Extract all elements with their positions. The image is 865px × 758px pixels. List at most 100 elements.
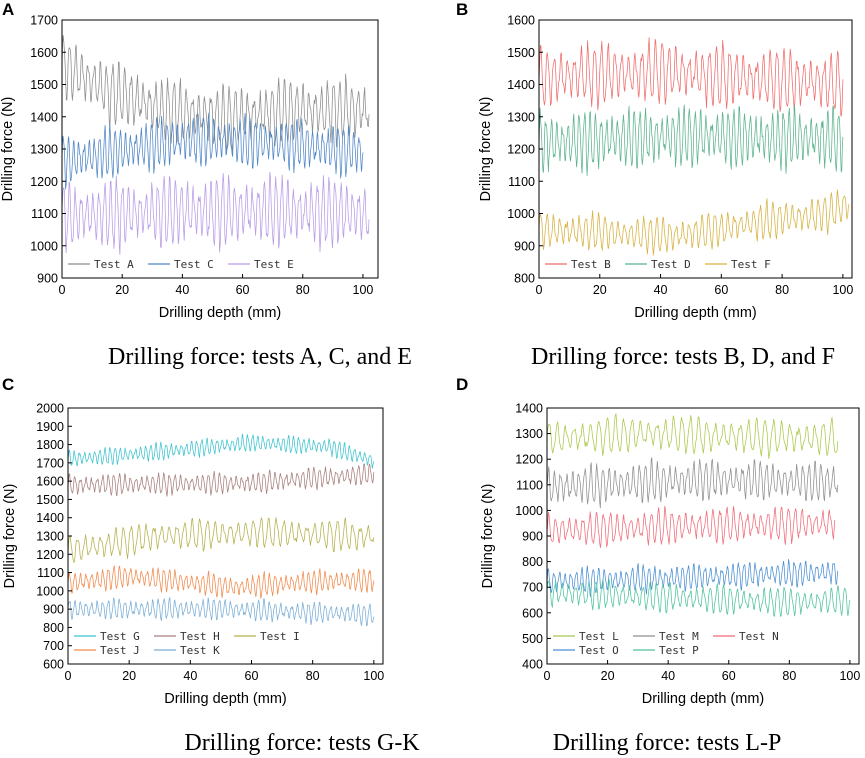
legend: Test G Test H Test I Test J Test K (74, 630, 300, 657)
y-tick-label: 1400 (515, 402, 543, 416)
legend: Test A Test C Test E (68, 258, 294, 271)
series-line-test-k (68, 597, 375, 627)
y-tick-label: 900 (43, 603, 64, 617)
chart-panel-D: D 0 20 40 60 80 100 400 500 600 700 800 900 1000 1100 1… (456, 375, 860, 756)
panel-letter: C (2, 375, 14, 394)
y-tick-label: 1200 (507, 143, 535, 157)
legend-entry: Test M (659, 630, 699, 643)
y-tick-label: 1600 (36, 475, 64, 489)
series-group (547, 413, 851, 617)
series-line-test-n (547, 505, 836, 548)
series-line-test-j (68, 565, 375, 599)
panel-caption: Drilling force: tests B, D, and F (531, 344, 835, 370)
y-tick-label: 2000 (36, 402, 64, 416)
y-axis-label: Drilling force (N) (478, 97, 494, 202)
y-tick-label: 500 (522, 632, 543, 646)
y-tick-label: 800 (514, 272, 535, 286)
legend-entry: Test H (180, 630, 220, 643)
legend-entry: Test I (260, 630, 300, 643)
series-line-test-c (62, 112, 364, 190)
chart-panel-A: A 0 20 40 60 80 100 900 1000 1100 1200 1300 1400 1500… (0, 0, 412, 370)
y-tick-label: 1500 (507, 46, 535, 60)
x-tick-label: 60 (714, 283, 728, 297)
x-tick-label: 20 (601, 669, 615, 683)
y-tick-label: 1000 (515, 504, 543, 518)
series-line-test-b (539, 37, 844, 117)
y-tick-label: 1500 (36, 493, 64, 507)
legend-entry: Test K (180, 644, 220, 657)
x-tick-label: 0 (536, 283, 543, 297)
y-tick-label: 900 (37, 272, 58, 286)
y-tick-label: 1100 (516, 478, 543, 492)
y-tick-label: 1200 (30, 175, 58, 189)
y-tick-label: 1000 (30, 239, 58, 253)
y-axis-label: Drilling force (N) (0, 97, 16, 202)
y-tick-label: 1300 (36, 530, 64, 544)
x-tick-label: 0 (59, 283, 66, 297)
y-tick-label: 900 (514, 239, 535, 253)
series-line-test-g (68, 433, 375, 469)
y-axis-label: Drilling force (N) (2, 484, 18, 589)
series-group (68, 433, 375, 627)
y-tick-label: 1100 (37, 566, 64, 580)
x-tick-label: 60 (245, 669, 259, 683)
legend-entry: Test L (579, 630, 619, 643)
y-tick-label: 900 (522, 530, 543, 544)
y-tick-label: 1600 (30, 46, 58, 60)
y-tick-label: 1400 (30, 110, 58, 124)
legend-entry: Test D (651, 258, 691, 271)
x-tick-label: 100 (363, 669, 384, 683)
x-tick-label: 80 (775, 283, 789, 297)
series-line-test-f (539, 189, 850, 256)
x-tick-label: 60 (236, 283, 250, 297)
series-line-test-o (547, 559, 839, 598)
chart-panel-C: C 0 20 40 60 80 100 600 700 800 900 1000 1100 1200 130… (2, 375, 420, 756)
x-tick-label: 80 (306, 669, 320, 683)
series-line-test-e (62, 171, 370, 255)
x-axis-label: Drilling depth (mm) (642, 691, 764, 707)
panel-caption: Drilling force: tests A, C, and E (108, 344, 412, 370)
y-tick-label: 1800 (36, 438, 64, 452)
series-line-test-i (68, 517, 375, 563)
panel-letter: B (456, 0, 468, 19)
legend: Test B Test D Test F (545, 258, 771, 271)
x-tick-label: 40 (175, 283, 189, 297)
y-tick-label: 1100 (31, 207, 58, 221)
series-line-test-h (68, 463, 375, 497)
plot-frame (61, 19, 379, 279)
y-tick-label: 600 (522, 606, 543, 620)
legend-entry: Test A (94, 258, 134, 271)
x-axis-label: Drilling depth (mm) (164, 691, 286, 707)
y-tick-label: 700 (522, 581, 543, 595)
x-tick-label: 20 (122, 669, 136, 683)
legend-entry: Test J (100, 644, 140, 657)
legend-entry: Test O (579, 644, 619, 657)
series-line-test-d (539, 104, 844, 176)
series-group (62, 35, 370, 255)
series-line-test-l (547, 413, 839, 459)
x-tick-label: 20 (115, 283, 129, 297)
y-tick-label: 1100 (508, 175, 535, 189)
legend-entry: Test F (731, 258, 771, 271)
y-tick-label: 600 (43, 658, 64, 672)
y-tick-label: 1700 (30, 14, 58, 28)
x-tick-label: 40 (183, 669, 197, 683)
x-tick-label: 0 (544, 669, 551, 683)
panel-caption: Drilling force: tests G-K (184, 730, 420, 756)
panel-letter: D (456, 375, 468, 394)
series-group (539, 37, 850, 256)
y-tick-label: 1000 (36, 584, 64, 598)
panel-letter: A (2, 0, 14, 19)
x-axis-label: Drilling depth (mm) (634, 305, 756, 321)
y-tick-label: 1400 (36, 511, 64, 525)
panel-caption: Drilling force: tests L-P (553, 730, 782, 756)
legend-entry: Test B (571, 258, 611, 271)
x-tick-label: 100 (353, 283, 374, 297)
y-tick-label: 1300 (507, 110, 535, 124)
y-tick-label: 1200 (36, 548, 64, 562)
y-tick-label: 1400 (507, 78, 535, 92)
series-line-test-a (62, 35, 370, 154)
legend-entry: Test G (100, 630, 140, 643)
x-tick-label: 80 (782, 669, 796, 683)
